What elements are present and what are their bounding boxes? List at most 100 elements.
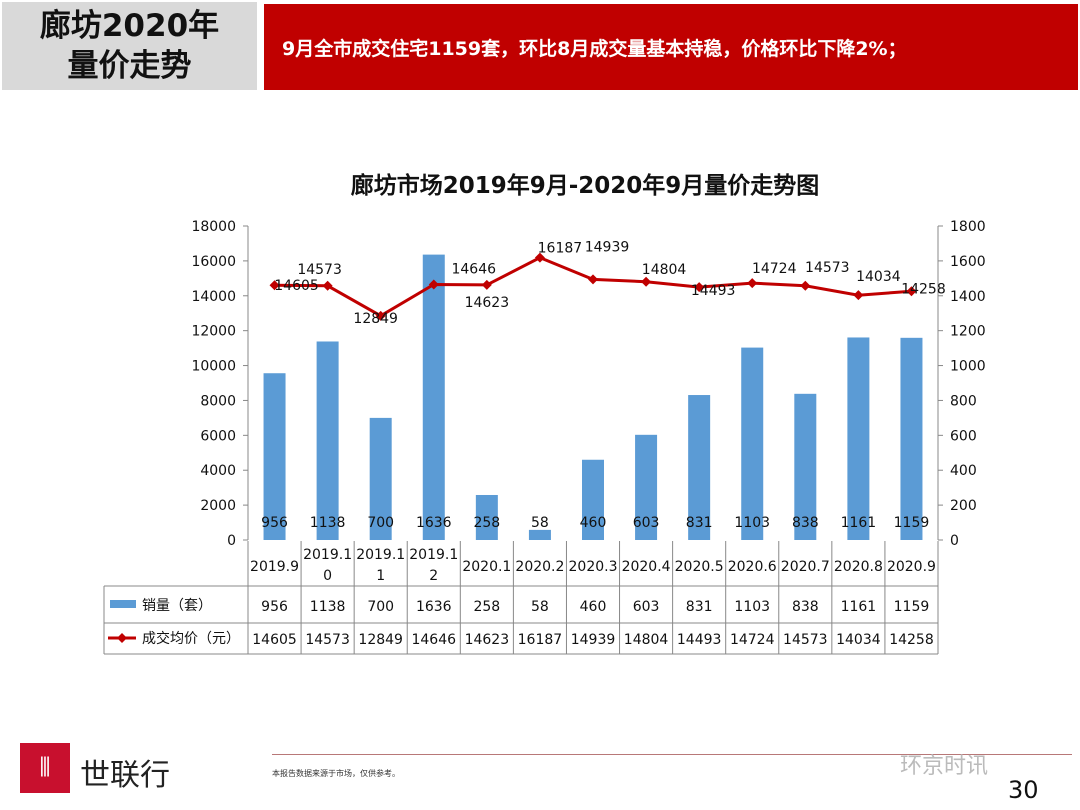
price-marker bbox=[747, 278, 758, 289]
right-tick-label: 1800 bbox=[950, 219, 986, 235]
left-tick-label: 16000 bbox=[191, 254, 236, 270]
price-marker bbox=[269, 280, 280, 291]
price-marker bbox=[853, 290, 864, 301]
price-data-label: 14573 bbox=[297, 262, 342, 278]
right-tick-label: 1600 bbox=[950, 254, 986, 270]
price-marker bbox=[375, 310, 386, 321]
table-cell-price: 14623 bbox=[465, 632, 510, 648]
bar-data-label: 838 bbox=[792, 515, 819, 531]
logo-text: 世联行 bbox=[80, 758, 170, 793]
x-category-label: 2020.7 bbox=[781, 559, 830, 575]
bar-data-label: 1161 bbox=[841, 515, 877, 531]
bar bbox=[475, 494, 498, 540]
legend-bar-swatch bbox=[110, 600, 136, 608]
right-tick-label: 0 bbox=[950, 533, 959, 549]
table-cell-volume: 603 bbox=[633, 599, 660, 615]
bar-data-label: 1103 bbox=[734, 515, 770, 531]
x-category-label: 2020.2 bbox=[515, 559, 564, 575]
x-category-label: 2020.5 bbox=[675, 559, 724, 575]
price-data-label: 14623 bbox=[465, 295, 510, 311]
price-marker bbox=[322, 280, 333, 291]
table-cell-price: 16187 bbox=[518, 632, 563, 648]
table-cell-price: 14804 bbox=[624, 632, 669, 648]
chart-title: 廊坊市场2019年9月-2020年9月量价走势图 bbox=[351, 172, 820, 199]
bar bbox=[263, 373, 286, 540]
price-data-label: 12849 bbox=[353, 311, 398, 327]
price-data-label: 14034 bbox=[856, 269, 901, 285]
x-category-label: 2020.3 bbox=[569, 559, 618, 575]
left-tick-label: 6000 bbox=[200, 428, 236, 444]
price-data-label: 14573 bbox=[805, 260, 850, 276]
price-data-label: 14493 bbox=[691, 283, 736, 299]
left-tick-label: 12000 bbox=[191, 324, 236, 340]
right-tick-label: 1200 bbox=[950, 324, 986, 340]
wechat-watermark: 环京时讯 bbox=[900, 754, 989, 779]
table-cell-price: 14034 bbox=[836, 632, 881, 648]
legend-line-marker bbox=[117, 633, 127, 643]
bar-data-label: 58 bbox=[531, 515, 549, 531]
bar bbox=[316, 341, 339, 540]
table-cell-volume: 258 bbox=[473, 599, 500, 615]
x-category-label: 2020.4 bbox=[622, 559, 671, 575]
title-line1: 廊坊2020年 bbox=[39, 8, 220, 44]
bar bbox=[688, 395, 711, 540]
table-cell-volume: 58 bbox=[531, 599, 549, 615]
bar bbox=[528, 529, 551, 540]
x-category-label: 2 bbox=[429, 568, 438, 584]
table-cell-volume: 956 bbox=[261, 599, 288, 615]
bar-data-label: 1159 bbox=[894, 515, 930, 531]
bar-data-label: 603 bbox=[633, 515, 660, 531]
x-category-label: 2019.1 bbox=[303, 547, 352, 563]
right-tick-label: 600 bbox=[950, 428, 977, 444]
bar bbox=[422, 254, 445, 540]
bar bbox=[635, 434, 658, 540]
table-cell-volume: 1161 bbox=[841, 599, 877, 615]
bar bbox=[794, 393, 817, 540]
x-category-label: 1 bbox=[376, 568, 385, 584]
right-tick-label: 1400 bbox=[950, 289, 986, 305]
left-tick-label: 14000 bbox=[191, 289, 236, 305]
table-cell-volume: 838 bbox=[792, 599, 819, 615]
price-marker bbox=[906, 286, 917, 297]
bar-data-label: 700 bbox=[367, 515, 394, 531]
table-cell-price: 14939 bbox=[571, 632, 616, 648]
table-cell-price: 14258 bbox=[889, 632, 934, 648]
footer-divider bbox=[272, 754, 1072, 755]
price-data-label: 14804 bbox=[642, 262, 687, 278]
logo-icon: ⦀ bbox=[20, 743, 70, 793]
left-tick-label: 0 bbox=[227, 533, 236, 549]
x-category-label: 0 bbox=[323, 568, 332, 584]
legend-bar-label: 销量（套） bbox=[142, 598, 212, 614]
table-cell-volume: 1138 bbox=[310, 599, 346, 615]
price-marker bbox=[428, 279, 439, 290]
bar-data-label: 1138 bbox=[310, 515, 346, 531]
table-cell-price: 14573 bbox=[783, 632, 828, 648]
price-data-label: 16187 bbox=[538, 241, 583, 257]
bar-data-label: 1636 bbox=[416, 515, 452, 531]
price-data-label: 14605 bbox=[274, 278, 319, 294]
table-cell-price: 14605 bbox=[252, 632, 297, 648]
table-cell-volume: 1636 bbox=[416, 599, 452, 615]
right-tick-label: 1000 bbox=[950, 359, 986, 375]
bar-data-label: 956 bbox=[261, 515, 288, 531]
price-data-label: 14258 bbox=[901, 281, 946, 297]
right-tick-label: 400 bbox=[950, 463, 977, 479]
left-tick-label: 2000 bbox=[200, 498, 236, 514]
x-category-label: 2020.6 bbox=[728, 559, 777, 575]
table-cell-volume: 1159 bbox=[894, 599, 930, 615]
x-category-label: 2020.8 bbox=[834, 559, 883, 575]
bar bbox=[741, 347, 764, 540]
left-tick-label: 4000 bbox=[200, 463, 236, 479]
left-tick-label: 10000 bbox=[191, 359, 236, 375]
bar-data-label: 258 bbox=[473, 515, 500, 531]
price-data-label: 14646 bbox=[451, 262, 496, 278]
page-number: 30 bbox=[1008, 776, 1039, 804]
table-cell-price: 14493 bbox=[677, 632, 722, 648]
price-marker bbox=[800, 280, 811, 291]
price-marker bbox=[534, 252, 545, 263]
left-tick-label: 18000 bbox=[191, 219, 236, 235]
bar bbox=[369, 417, 392, 540]
title-line2: 量价走势 bbox=[67, 48, 192, 84]
table-cell-volume: 1103 bbox=[734, 599, 770, 615]
